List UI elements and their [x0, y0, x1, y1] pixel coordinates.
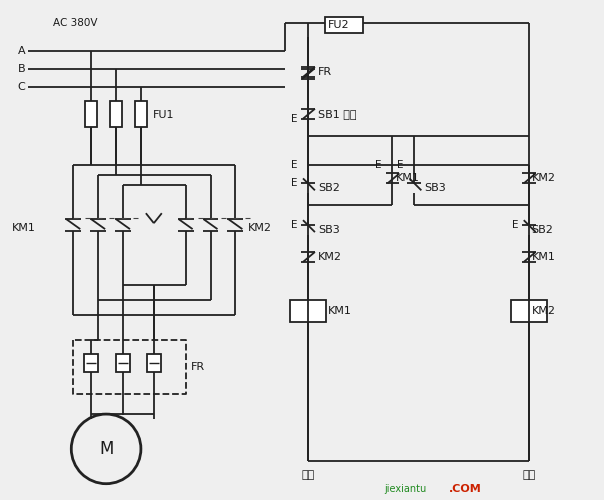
Text: E: E — [291, 160, 297, 170]
Text: C: C — [18, 82, 25, 92]
Text: KM2: KM2 — [532, 174, 556, 184]
Text: KM1: KM1 — [532, 252, 556, 262]
Bar — [85, 101, 97, 126]
Text: KM1: KM1 — [396, 174, 419, 184]
Text: jiexiantu: jiexiantu — [385, 484, 427, 494]
Bar — [290, 300, 326, 322]
Text: E: E — [291, 178, 297, 188]
Text: SB1 停车: SB1 停车 — [318, 109, 356, 119]
Text: FU1: FU1 — [153, 110, 175, 120]
Bar — [110, 101, 122, 126]
Text: 正转: 正转 — [301, 470, 315, 480]
Text: E: E — [375, 160, 382, 170]
Bar — [147, 354, 161, 372]
Text: KM1: KM1 — [328, 306, 352, 316]
Text: KM2: KM2 — [248, 223, 272, 233]
Text: E: E — [291, 220, 297, 230]
Bar — [325, 18, 362, 33]
Text: E: E — [512, 220, 518, 230]
Text: SB3: SB3 — [318, 225, 339, 235]
Text: M: M — [99, 440, 114, 458]
Text: 反转: 反转 — [522, 470, 535, 480]
Text: KM2: KM2 — [532, 306, 556, 316]
Text: B: B — [18, 64, 25, 74]
Text: SB3: SB3 — [425, 184, 446, 194]
Bar — [84, 354, 98, 372]
Bar — [135, 101, 147, 126]
Text: E: E — [397, 160, 403, 170]
Text: SB2: SB2 — [318, 184, 340, 194]
Bar — [511, 300, 547, 322]
Text: AC 380V: AC 380V — [53, 18, 98, 28]
Text: E: E — [291, 114, 297, 124]
Text: FR: FR — [318, 67, 332, 77]
Bar — [116, 354, 130, 372]
Text: .COM: .COM — [449, 484, 482, 494]
Text: A: A — [18, 46, 25, 56]
Text: KM2: KM2 — [318, 252, 342, 262]
Text: FR: FR — [191, 362, 205, 372]
Text: KM1: KM1 — [11, 223, 36, 233]
Text: SB2: SB2 — [532, 225, 554, 235]
Text: FU2: FU2 — [328, 20, 350, 30]
